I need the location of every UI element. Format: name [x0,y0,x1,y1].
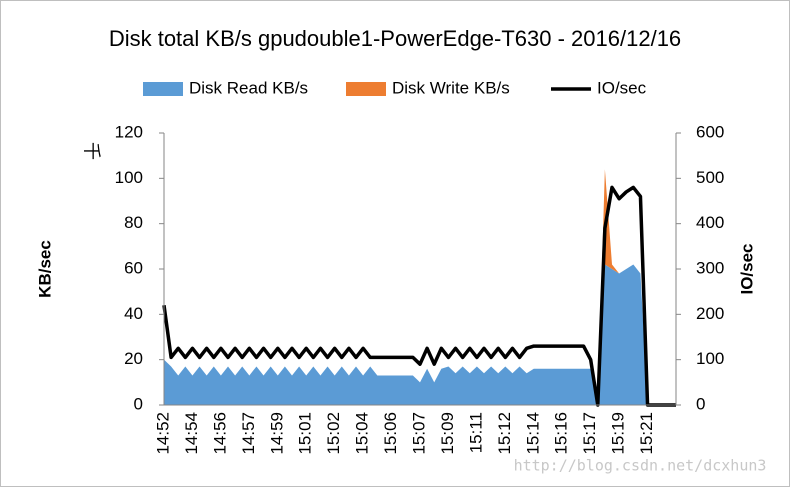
x-tick-label: 15:16 [552,412,571,455]
legend-swatch [143,82,183,96]
x-tick-label: 14:57 [239,412,258,455]
y-tick-label: 60 [124,258,143,277]
x-tick-label: 14:52 [153,412,172,455]
x-tick-label: 15:07 [409,412,428,455]
x-tick-label: 15:21 [637,412,656,455]
x-tick-label: 14:59 [267,412,286,455]
x-tick-label: 15:01 [296,412,315,455]
line [162,185,676,407]
y-tick-label: 20 [124,349,143,368]
y2-tick-label: 400 [696,213,724,232]
y2-tick-label: 0 [696,394,705,413]
x-tick-label: 15:12 [495,412,514,455]
legend-label: Disk Write KB/s [392,78,510,97]
y-unit-label: 千 [81,142,101,160]
y2-tick-label: 600 [696,122,724,141]
x-tick-label: 15:19 [609,412,628,455]
x-tick-label: 15:09 [438,412,457,455]
y2-tick-label: 100 [696,349,724,368]
area [164,264,676,405]
y-tick-label: 40 [124,304,143,323]
y2-tick-label: 500 [696,168,724,187]
chart-title: Disk total KB/s gpudouble1-PowerEdge-T63… [109,26,681,51]
y-tick-label: 120 [115,122,143,141]
x-tick-label: 15:06 [381,412,400,455]
watermark: http://blog.csdn.net/dcxhun3 [514,457,767,475]
legend-label: IO/sec [597,78,647,97]
x-tick-label: 15:11 [466,412,485,453]
x-tick-label: 15:02 [324,412,343,455]
y-tick-label: 100 [115,168,143,187]
y-tick-label: 0 [134,394,143,413]
y2-tick-label: 300 [696,258,724,277]
legend-label: Disk Read KB/s [189,78,308,97]
x-tick-label: 15:17 [580,412,599,455]
y2-axis-label: IO/sec [737,243,756,294]
x-tick-label: 14:56 [210,412,229,455]
x-tick-label: 14:54 [182,412,201,455]
y2-tick-label: 200 [696,304,724,323]
legend-swatch [346,82,386,96]
x-tick-label: 15:14 [523,412,542,455]
y-axis-label: KB/sec [35,240,54,298]
x-tick-label: 15:04 [353,412,372,455]
y-tick-label: 80 [124,213,143,232]
